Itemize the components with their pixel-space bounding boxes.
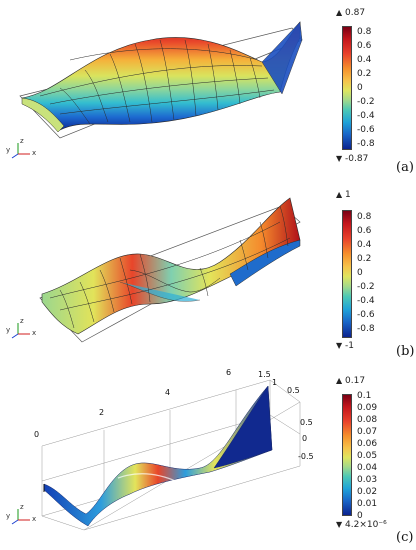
colorbar-tick: 0.02 bbox=[357, 487, 378, 497]
colorbar-tick: 0.2 bbox=[357, 69, 372, 79]
colorbar-tick: 0.04 bbox=[357, 463, 378, 473]
colorbar-tick: 0.01 bbox=[357, 499, 378, 509]
panel-b: ▲ 1 0.8 0.6 0.4 0.2 0 -0.2 -0.4 -0.6 -0.… bbox=[0, 182, 416, 364]
panel-c: 0 2 4 6 1.5 1 0.5 0.5 0 -0.5 ▲ 0.17 0.1 … bbox=[0, 366, 416, 550]
colorbar-tick: 0.4 bbox=[357, 55, 372, 65]
triad-x-label: x bbox=[32, 149, 37, 157]
colorbar-gradient bbox=[342, 394, 352, 516]
colorbar-max-label: ▲ 0.17 bbox=[336, 376, 366, 386]
z-tick-label: 0.5 bbox=[300, 418, 313, 427]
colorbar-gradient bbox=[342, 26, 352, 150]
colorbar-tick: 0.8 bbox=[357, 27, 372, 37]
colorbar-tick: -0.8 bbox=[357, 139, 375, 149]
colorbar-tick: -0.6 bbox=[357, 310, 375, 320]
colorbar-gradient bbox=[342, 210, 352, 338]
colorbar-a: ▲ 0.87 0.8 0.6 0.4 0.2 0 -0.2 -0.4 -0.6 … bbox=[332, 0, 416, 180]
triad-z-label: z bbox=[20, 137, 24, 145]
x-tick-label: 0 bbox=[34, 430, 40, 439]
colorbar-tick: 0 bbox=[357, 268, 363, 278]
panel-label-a: (a) bbox=[396, 160, 414, 175]
colorbar-tick: 0.09 bbox=[357, 403, 378, 413]
colorbar-max-label: ▲ 0.87 bbox=[336, 8, 366, 18]
colorbar-tick: 0.8 bbox=[357, 212, 372, 222]
colorbar-tick: -0.8 bbox=[357, 324, 375, 334]
colorbar-max-label: ▲ 1 bbox=[336, 190, 351, 200]
colorbar-tick: 0.06 bbox=[357, 439, 378, 449]
colorbar-min-label: ▼ -0.87 bbox=[336, 154, 369, 164]
triad-y-label: y bbox=[6, 512, 11, 520]
z-tick-label: -0.5 bbox=[298, 452, 314, 461]
colorbar-tick: 0.1 bbox=[357, 391, 372, 401]
triad-y-label: y bbox=[6, 326, 11, 334]
colorbar-tick: 0.05 bbox=[357, 451, 378, 461]
colorbar-tick: -0.4 bbox=[357, 111, 375, 121]
colorbar-tick: 0 bbox=[357, 511, 363, 521]
panel-a: ▲ 0.87 0.8 0.6 0.4 0.2 0 -0.2 -0.4 -0.6 … bbox=[0, 0, 416, 180]
x-tick-label: 2 bbox=[99, 408, 105, 417]
colorbar-tick: 0.2 bbox=[357, 254, 372, 264]
axis-triad: z x y bbox=[6, 138, 40, 162]
triad-z-label: z bbox=[20, 503, 24, 511]
colorbar-tick: 0.6 bbox=[357, 41, 372, 51]
colorbar-tick: -0.6 bbox=[357, 125, 375, 135]
surface-plot-b bbox=[39, 197, 301, 343]
colorbar-min-label: ▼ 4.2×10⁻⁶ bbox=[336, 520, 387, 530]
triad-y-label: y bbox=[6, 146, 11, 154]
z-tick-label: 0 bbox=[302, 434, 308, 443]
colorbar-tick: 0.03 bbox=[357, 475, 378, 485]
triad-z-label: z bbox=[20, 317, 24, 325]
x-tick-label: 6 bbox=[226, 368, 232, 377]
axis-end-label: 1 bbox=[272, 378, 278, 387]
colorbar-tick: 0.4 bbox=[357, 240, 372, 250]
axis-end-label: 1.5 bbox=[258, 370, 271, 379]
panel-label-b: (b) bbox=[396, 344, 415, 359]
colorbar-min-label: ▼ -1 bbox=[336, 341, 355, 351]
panel-label-c: (c) bbox=[396, 530, 414, 545]
triad-x-label: x bbox=[32, 329, 37, 337]
x-tick-label: 4 bbox=[165, 388, 171, 397]
surface-plot-a bbox=[19, 21, 303, 139]
colorbar-tick: 0.08 bbox=[357, 415, 378, 425]
colorbar-tick: -0.4 bbox=[357, 296, 375, 306]
colorbar-tick: -0.2 bbox=[357, 282, 375, 292]
axis-triad: z x y bbox=[6, 504, 40, 528]
colorbar-tick: 0.6 bbox=[357, 226, 372, 236]
colorbar-c: ▲ 0.17 0.1 0.09 0.08 0.07 0.06 0.05 0.04… bbox=[332, 366, 416, 550]
axis-triad: z x y bbox=[6, 318, 40, 342]
colorbar-b: ▲ 1 0.8 0.6 0.4 0.2 0 -0.2 -0.4 -0.6 -0.… bbox=[332, 182, 416, 364]
colorbar-tick: 0 bbox=[357, 83, 363, 93]
z-tick-label: 0.5 bbox=[287, 386, 300, 395]
surface-plot-c bbox=[41, 379, 301, 531]
colorbar-tick: 0.07 bbox=[357, 427, 378, 437]
colorbar-tick: -0.2 bbox=[357, 97, 375, 107]
triad-x-label: x bbox=[32, 515, 37, 523]
